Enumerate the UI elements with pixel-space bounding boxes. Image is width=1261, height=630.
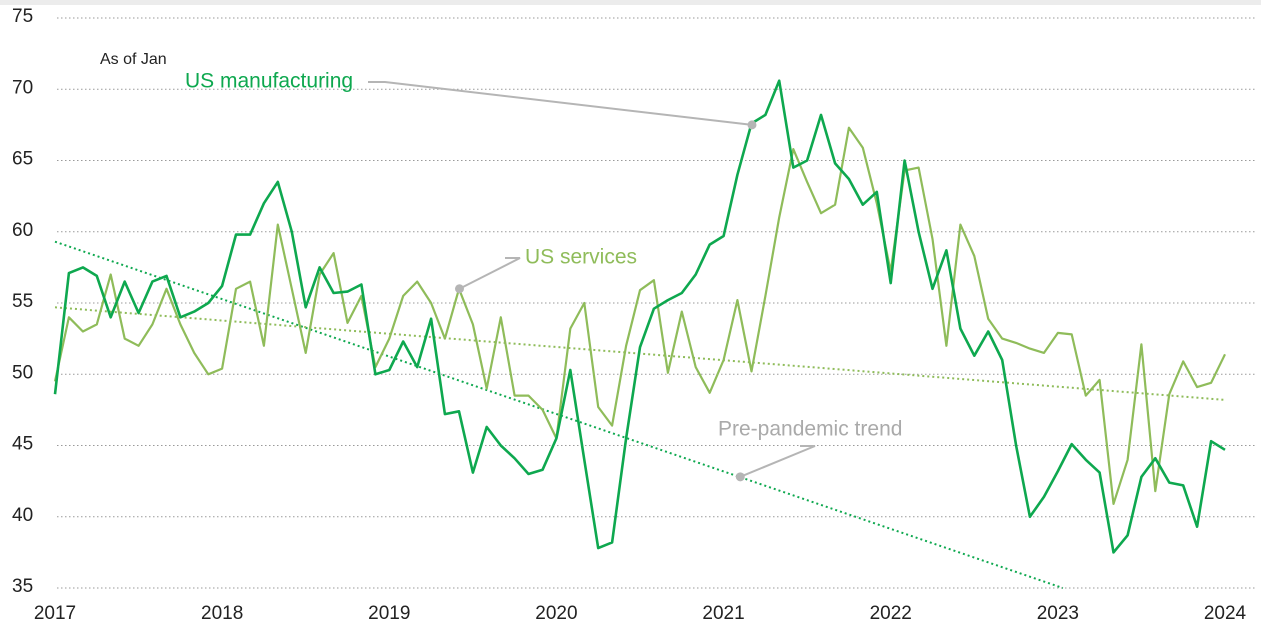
x-tick-label: 2024 (1204, 603, 1247, 624)
top-band (0, 0, 1261, 5)
leader-line (739, 445, 816, 478)
leader-line (459, 257, 521, 290)
x-tick-label: 2018 (201, 603, 243, 624)
series-line (53, 79, 1226, 554)
y-tick-label: 55 (12, 291, 33, 312)
x-tick-label: 2023 (1037, 603, 1079, 624)
leader-dot (747, 120, 757, 130)
x-tick-label: 2019 (368, 603, 410, 624)
y-tick-label: 60 (12, 220, 33, 241)
leader-dot (454, 284, 464, 294)
y-tick-label: 50 (12, 362, 33, 383)
y-tick-label: 75 (12, 6, 33, 27)
x-tick-label: 2021 (702, 603, 744, 624)
x-tick-label: 2017 (34, 603, 76, 624)
annotation-label: US services (525, 246, 637, 269)
y-tick-label: 65 (12, 149, 33, 170)
y-tick-label: 40 (12, 505, 33, 526)
x-tick-label: 2020 (535, 603, 577, 624)
annotation-label: Pre-pandemic trend (718, 418, 902, 441)
annotation-label: US manufacturing (185, 70, 353, 93)
note: As of Jan (100, 51, 167, 68)
leader-line (368, 81, 753, 126)
leader-dot (735, 472, 745, 482)
y-tick-label: 35 (12, 576, 33, 597)
y-tick-label: 45 (12, 434, 33, 455)
y-tick-label: 70 (12, 77, 33, 98)
x-tick-label: 2022 (870, 603, 912, 624)
series-line (53, 126, 1226, 505)
